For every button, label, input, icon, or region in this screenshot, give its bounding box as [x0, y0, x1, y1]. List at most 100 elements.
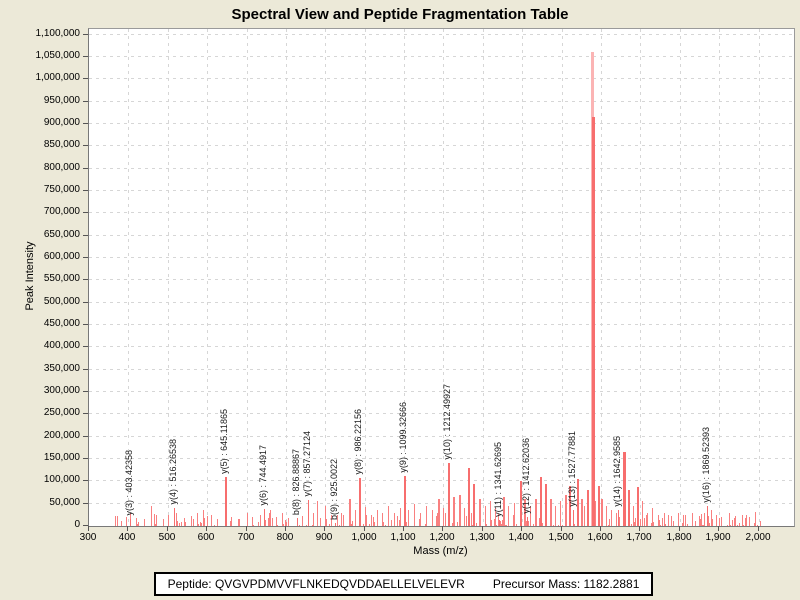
spectrum-noise-bar	[737, 525, 738, 526]
y-axis-tick	[83, 235, 88, 236]
spectrum-noise-bar	[258, 522, 259, 526]
spectrum-noise-bar	[352, 521, 353, 526]
spectrum-noise-bar	[268, 518, 269, 526]
spectrum-peak-bar	[408, 510, 409, 526]
x-axis-tick-label: 300	[79, 532, 97, 543]
spectrum-noise-bar	[351, 524, 352, 526]
x-axis-tick-label: 900	[315, 532, 333, 543]
annotated-peak-bar	[707, 506, 708, 526]
y-axis-tick-label: 100,000	[43, 474, 80, 485]
spectrum-noise-bar	[471, 513, 472, 526]
y-axis-tick	[83, 257, 88, 258]
x-axis-tick-label: 600	[197, 532, 215, 543]
y-axis-tick	[83, 56, 88, 57]
spectrum-noise-bar	[286, 522, 287, 526]
spectrum-peak-bar	[755, 512, 756, 526]
spectrum-peak-bar	[115, 516, 116, 526]
vertical-gridline	[404, 29, 405, 526]
spectrum-noise-bar	[660, 525, 661, 526]
spectrum-peak-bar	[671, 516, 672, 526]
spectrum-peak-bar	[203, 510, 204, 526]
spectrum-peak-bar	[382, 513, 383, 526]
spectrum-noise-bar	[312, 525, 313, 526]
peak-annotation-label: y(14) : 1642.9585	[612, 436, 622, 507]
spectrum-noise-bar	[154, 514, 155, 526]
spectrum-noise-bar	[668, 515, 669, 526]
spectrum-peak-bar	[377, 510, 378, 526]
horizontal-gridline	[89, 413, 794, 414]
vertical-gridline	[562, 29, 563, 526]
spectrum-peak-bar	[355, 510, 356, 526]
vertical-gridline	[325, 29, 326, 526]
vertical-gridline	[640, 29, 641, 526]
x-axis-tick	[127, 526, 128, 531]
y-axis-tick	[83, 436, 88, 437]
spectrum-noise-bar	[277, 525, 278, 526]
x-axis-tick	[167, 526, 168, 531]
peak-annotation-label: y(16) : 1869.52393	[701, 427, 711, 503]
spectrum-noise-bar	[214, 525, 215, 526]
annotated-peak-bar	[225, 477, 227, 526]
spectrum-noise-bar	[269, 513, 270, 526]
spectrum-peak-bar	[302, 516, 303, 526]
spectrum-peak-bar	[247, 513, 248, 526]
spectrum-peak-bar	[716, 515, 717, 526]
spectrum-plot-area[interactable]: y(3) : 403.42358 y(4) : 516.26538 y(5) : 6…	[88, 28, 795, 527]
vertical-gridline	[168, 29, 169, 526]
horizontal-gridline	[89, 480, 794, 481]
x-axis-tick	[482, 526, 483, 531]
vertical-gridline	[207, 29, 208, 526]
vertical-gridline	[247, 29, 248, 526]
x-axis-tick-label: 1,600	[587, 532, 613, 543]
spectrum-noise-bar	[476, 523, 477, 526]
annotated-peak-bar	[130, 519, 131, 526]
x-axis-tick-label: 800	[276, 532, 294, 543]
spectrum-peak-bar	[282, 513, 283, 526]
spectrum-peak-bar	[637, 487, 639, 526]
spectrum-peak-bar	[136, 518, 137, 526]
spectrum-noise-bar	[283, 524, 284, 526]
chart-title: Spectral View and Peptide Fragmentation …	[231, 6, 569, 23]
spectrum-peak-bar	[569, 486, 571, 526]
spectrum-peak-bar	[151, 506, 152, 526]
annotated-peak-bar	[573, 510, 574, 526]
annotated-peak-bar	[297, 518, 298, 526]
spectrum-noise-bar	[505, 525, 506, 526]
y-axis-tick-label: 850,000	[43, 139, 80, 150]
spectrum-noise-bar	[177, 521, 178, 526]
spectrum-peak-bar	[432, 510, 433, 526]
spectrum-noise-bar	[695, 521, 696, 526]
x-axis-tick	[442, 526, 443, 531]
spectrum-peak-bar	[252, 517, 253, 526]
peak-annotation-label: y(9) : 1099.32666	[398, 402, 408, 473]
spectrum-peak-bar	[581, 499, 583, 526]
vertical-gridline	[128, 29, 129, 526]
spectrum-noise-bar	[745, 518, 746, 526]
x-axis-title: Mass (m/z)	[413, 545, 468, 557]
spectrum-peak-bar	[144, 519, 145, 526]
spectrum-noise-bar	[425, 524, 426, 526]
peptide-info-box: Peptide: QVGVPDMVVFLNKEDQVDDAELLELVELEVR…	[154, 572, 653, 596]
y-axis-tick-label: 1,050,000	[35, 50, 81, 61]
horizontal-gridline	[89, 101, 794, 102]
spectrum-noise-bar	[299, 525, 300, 526]
spectrum-peak-bar	[438, 499, 440, 526]
peak-annotation-label: y(12) : 1412.62036	[521, 438, 531, 514]
x-axis-tick	[324, 526, 325, 531]
spectrum-noise-bar	[326, 519, 327, 526]
vertical-gridline	[365, 29, 366, 526]
spectrum-noise-bar	[506, 525, 507, 526]
x-axis-tick	[679, 526, 680, 531]
y-axis-tick-label: 450,000	[43, 318, 80, 329]
spectrum-peak-bar	[163, 519, 164, 526]
spectrum-noise-bar	[542, 523, 543, 526]
spectrum-peak-bar	[495, 508, 496, 526]
spectrum-peak-bar	[524, 499, 526, 526]
spectrum-peak-bar	[400, 508, 401, 526]
spectrum-noise-bar	[339, 525, 340, 526]
spectrum-peak-bar	[459, 495, 461, 526]
x-axis-tick-label: 2,000	[745, 532, 771, 543]
spectrum-peak-bar	[325, 506, 326, 526]
spectrum-noise-bar	[644, 518, 645, 526]
